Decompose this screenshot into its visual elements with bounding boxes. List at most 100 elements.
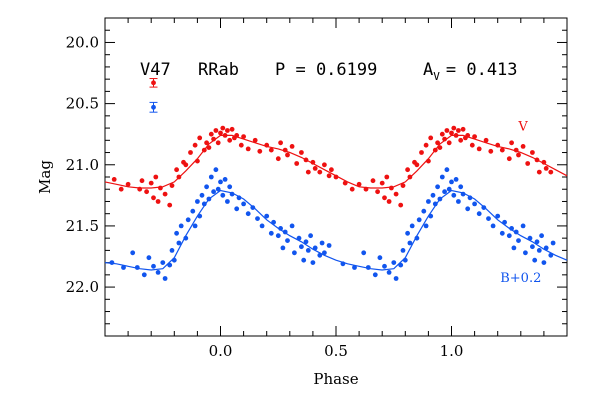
x-tick-label: 0.0 (209, 342, 233, 360)
data-point (543, 245, 549, 251)
data-point (208, 131, 214, 137)
data-point (499, 230, 505, 236)
data-point (442, 189, 447, 195)
data-point (285, 152, 290, 158)
data-point (439, 131, 445, 137)
data-point (472, 134, 477, 140)
data-point (423, 223, 429, 229)
data-point (432, 201, 438, 207)
data-point (225, 199, 230, 204)
data-point (195, 199, 200, 204)
data-point (391, 260, 397, 265)
data-point (435, 140, 440, 146)
y-tick-label: 21.0 (66, 156, 99, 174)
star-id-annotation: V47 (140, 60, 171, 80)
data-point (516, 238, 521, 244)
data-point (322, 162, 327, 168)
y-tick-label: 20.5 (66, 95, 99, 113)
data-point (534, 239, 540, 245)
data-point (204, 184, 210, 190)
data-point (530, 150, 535, 155)
data-point (495, 142, 501, 148)
data-point (326, 243, 332, 248)
data-point (141, 272, 147, 278)
data-point (407, 174, 413, 180)
data-point (206, 196, 212, 202)
data-point (285, 238, 290, 244)
error-bar-legend (149, 78, 158, 113)
data-point (225, 128, 230, 133)
data-point (282, 229, 288, 235)
data-point (442, 136, 447, 142)
data-point (539, 233, 544, 239)
data-point (171, 257, 177, 263)
data-point (550, 240, 556, 246)
data-point (488, 148, 494, 154)
data-point (340, 261, 346, 267)
data-point (506, 156, 512, 162)
data-point (398, 202, 404, 208)
data-point (532, 257, 538, 263)
data-point (250, 205, 256, 211)
data-point (190, 208, 196, 214)
amplitude-prefix: A (423, 60, 433, 80)
y-tick-label: 20.0 (66, 33, 99, 51)
data-point (275, 156, 281, 162)
data-point (435, 184, 440, 190)
x-axis-label: Phase (313, 370, 358, 388)
data-point (536, 169, 542, 175)
data-point (428, 213, 434, 219)
data-point (268, 147, 274, 153)
data-point (305, 169, 311, 175)
data-point (169, 183, 175, 189)
data-point (426, 199, 431, 204)
data-point (499, 147, 505, 153)
data-point (199, 192, 205, 198)
data-point (386, 270, 392, 275)
data-point (222, 177, 228, 182)
data-point (453, 133, 459, 138)
data-point (548, 252, 554, 258)
data-point (386, 199, 392, 204)
data-point (506, 233, 512, 239)
data-point (125, 181, 131, 187)
data-point (541, 260, 547, 265)
data-point (342, 180, 348, 186)
data-point (414, 235, 420, 241)
data-point (409, 223, 415, 229)
data-point (151, 263, 156, 269)
data-point (204, 140, 210, 146)
data-point (185, 217, 191, 223)
data-point (437, 196, 443, 202)
data-point (192, 142, 198, 148)
data-point (197, 213, 203, 219)
data-point (299, 150, 304, 155)
data-point (294, 161, 300, 166)
data-point (218, 130, 223, 136)
data-point (118, 186, 124, 192)
data-point (303, 239, 309, 245)
y-tick-label: 21.5 (66, 217, 99, 235)
data-point (456, 128, 461, 133)
data-point (310, 260, 316, 265)
data-point (469, 142, 475, 148)
data-point (308, 233, 313, 239)
data-point (195, 158, 200, 164)
data-point (465, 206, 471, 212)
data-point (183, 162, 189, 168)
data-point (476, 211, 482, 217)
data-point (109, 260, 115, 265)
data-point (428, 135, 434, 141)
data-point (176, 240, 182, 246)
data-point (151, 195, 156, 201)
data-point (301, 257, 307, 263)
data-point (439, 174, 445, 180)
data-point (148, 180, 154, 186)
data-point (458, 137, 464, 143)
series-label: B+0.2 (500, 271, 541, 286)
data-point (305, 248, 311, 253)
data-point (520, 223, 526, 229)
data-point (444, 167, 450, 173)
data-point (245, 211, 251, 217)
data-point (419, 150, 424, 155)
